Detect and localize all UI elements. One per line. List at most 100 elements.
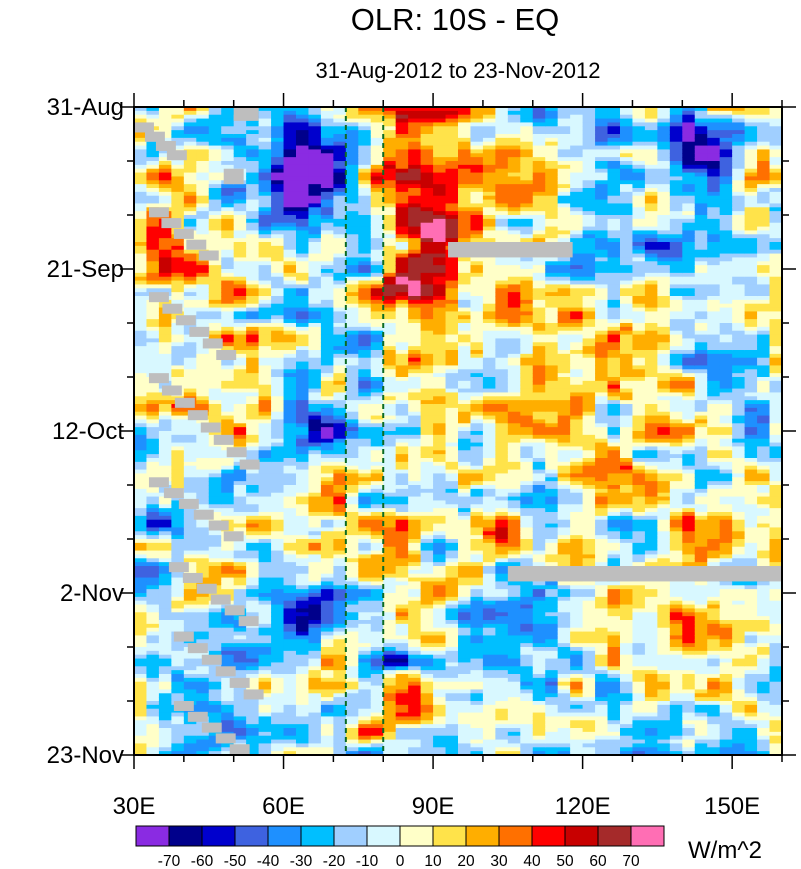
heatmap-cell: [395, 149, 409, 154]
heatmap-cell: [420, 384, 434, 390]
heatmap-cell: [358, 666, 372, 671]
heatmap-cell: [495, 284, 509, 289]
heatmap-cell: [408, 276, 422, 282]
heatmap-cell: [233, 230, 247, 235]
heatmap-cell: [134, 257, 148, 262]
heatmap-cell: [308, 643, 322, 648]
heatmap-cell: [333, 249, 347, 255]
heatmap-cell: [482, 523, 496, 529]
heatmap-cell: [433, 569, 447, 575]
heatmap-cell: [345, 724, 359, 729]
heatmap-cell: [221, 153, 235, 158]
heatmap-cell: [158, 693, 172, 698]
heatmap-cell: [183, 299, 197, 305]
heatmap-cell: [308, 280, 322, 286]
heatmap-cell: [158, 593, 172, 598]
heatmap-cell: [333, 292, 347, 297]
heatmap-cell: [171, 542, 185, 548]
heatmap-cell: [482, 392, 496, 397]
heatmap-cell: [258, 137, 272, 143]
heatmap-cell: [383, 635, 397, 640]
heatmap-cell: [458, 623, 472, 629]
heatmap-cell: [320, 137, 334, 143]
heatmap-cell: [433, 326, 447, 332]
heatmap-cell: [233, 238, 247, 243]
heatmap-cell: [433, 149, 447, 154]
heatmap-cell: [445, 558, 459, 563]
heatmap-cell: [246, 319, 260, 324]
heatmap-cell: [233, 600, 247, 606]
heatmap-cell: [395, 400, 409, 405]
heatmap-cell: [196, 361, 210, 367]
heatmap-cell: [221, 693, 235, 698]
heatmap-cell: [258, 465, 272, 471]
heatmap-cell: [445, 234, 459, 239]
heatmap-cell: [271, 107, 285, 112]
heatmap-cell: [345, 477, 359, 482]
heatmap-cell: [458, 512, 472, 517]
heatmap-cell: [458, 716, 472, 721]
heatmap-cell: [296, 257, 310, 262]
heatmap-cell: [271, 616, 285, 621]
heatmap-cell: [358, 512, 372, 517]
heatmap-cell: [296, 126, 310, 131]
heatmap-cell: [333, 396, 347, 401]
heatmap-cell: [370, 353, 384, 359]
heatmap-cell: [333, 542, 347, 548]
heatmap-cell: [408, 280, 422, 286]
heatmap-cell: [482, 608, 496, 613]
heatmap-cell: [358, 508, 372, 513]
heatmap-cell: [171, 728, 185, 733]
heatmap-cell: [370, 261, 384, 266]
heatmap-cell: [196, 188, 210, 193]
heatmap-cell: [171, 407, 185, 413]
heatmap-cell: [358, 184, 372, 189]
heatmap-cell: [258, 396, 272, 401]
heatmap-cell: [458, 731, 472, 737]
heatmap-cell: [458, 234, 472, 239]
heatmap-cell: [146, 276, 160, 282]
heatmap-cell: [420, 265, 434, 270]
heatmap-cell: [271, 600, 285, 606]
heatmap-cell: [345, 720, 359, 725]
heatmap-cell: [445, 650, 459, 656]
heatmap-cell: [358, 369, 372, 374]
heatmap-cell: [320, 184, 334, 189]
heatmap-cell: [370, 346, 384, 351]
heatmap-cell: [308, 585, 322, 590]
heatmap-cell: [408, 485, 422, 490]
heatmap-cell: [395, 369, 409, 374]
heatmap-cell: [445, 315, 459, 320]
heatmap-cell: [296, 110, 310, 116]
heatmap-cell: [408, 161, 422, 166]
heatmap-cell: [408, 122, 422, 127]
heatmap-cell: [233, 157, 247, 162]
heatmap-cell: [208, 118, 222, 124]
heatmap-cell: [271, 577, 285, 583]
heatmap-cell: [470, 720, 484, 725]
heatmap-cell: [134, 481, 148, 486]
heatmap-cell: [196, 419, 210, 424]
heatmap-cell: [283, 527, 297, 532]
heatmap-cell: [482, 137, 496, 143]
heatmap-cell: [482, 643, 496, 648]
heatmap-cell: [482, 735, 496, 741]
heatmap-cell: [445, 396, 459, 401]
heatmap-cell: [482, 299, 496, 305]
heatmap-cell: [458, 315, 472, 320]
heatmap-cell: [308, 373, 322, 378]
heatmap-cell: [308, 674, 322, 679]
heatmap-cell: [420, 473, 434, 478]
heatmap-cell: [134, 145, 148, 151]
heatmap-cell: [420, 716, 434, 721]
heatmap-cell: [221, 712, 235, 718]
heatmap-cell: [134, 593, 148, 598]
heatmap-cell: [482, 307, 496, 313]
heatmap-cell: [408, 577, 422, 583]
heatmap-cell: [383, 670, 397, 675]
heatmap-cell: [296, 623, 310, 629]
heatmap-cell: [171, 600, 185, 606]
heatmap-cell: [246, 137, 260, 143]
heatmap-cell: [158, 288, 172, 293]
heatmap-cell: [208, 492, 222, 498]
